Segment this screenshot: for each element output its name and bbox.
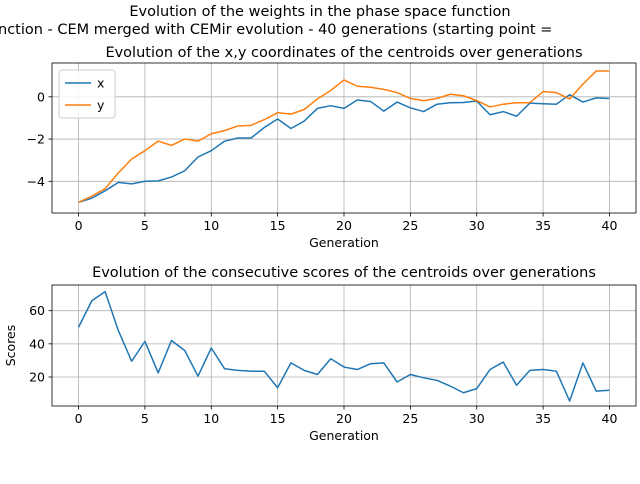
y-axis-label: Scores bbox=[3, 325, 18, 367]
x-tick-label: 10 bbox=[203, 218, 219, 233]
x-tick-label: 25 bbox=[402, 218, 418, 233]
coordinates-subplot: 0 5 10 15 20 25 30 35 40 −4 −2 0 Evolution of the x,… bbox=[27, 45, 637, 250]
y-tick-label: 20 bbox=[29, 369, 45, 384]
x-tick-label: 5 bbox=[141, 218, 149, 233]
y-tick-label: 0 bbox=[37, 89, 45, 104]
legend-box bbox=[58, 69, 116, 119]
x-tick-label: 40 bbox=[602, 411, 618, 426]
y-tick-label: −2 bbox=[27, 132, 45, 147]
series-line-scores bbox=[77, 290, 610, 402]
scores-subplot: 0 5 10 15 20 25 30 35 40 20 40 60 Evolution of the c… bbox=[3, 265, 637, 443]
y-tick-label: −4 bbox=[27, 174, 45, 189]
series-line-y bbox=[78, 70, 610, 204]
x-tick-label: 15 bbox=[270, 218, 286, 233]
x-tick-label: 30 bbox=[469, 411, 485, 426]
x-axis-label: Generation bbox=[309, 428, 379, 443]
x-tick-label: 25 bbox=[402, 411, 418, 426]
figure-suptitle-line-1: Evolution of the weights in the phase sp… bbox=[129, 4, 510, 20]
x-tick-label: 20 bbox=[336, 411, 352, 426]
y-tick-label: 40 bbox=[29, 336, 45, 351]
series-line-x bbox=[78, 93, 610, 204]
y-tick-label: 60 bbox=[29, 303, 45, 318]
x-tick-label: 30 bbox=[469, 218, 485, 233]
figure-suptitle-line-2: nction - CEM merged with CEMir evolution… bbox=[0, 22, 552, 38]
x-tick-label: 0 bbox=[75, 218, 83, 233]
x-axis-label: Generation bbox=[309, 235, 379, 250]
x-tick-label: 5 bbox=[141, 411, 149, 426]
legend-label-y: y bbox=[97, 98, 105, 113]
x-tick-label: 35 bbox=[535, 218, 551, 233]
subplot-title: Evolution of the consecutive scores of t… bbox=[92, 265, 596, 281]
x-tick-label: 0 bbox=[75, 411, 83, 426]
x-tick-label: 10 bbox=[203, 411, 219, 426]
x-tick-label: 15 bbox=[270, 411, 286, 426]
subplot-title: Evolution of the x,y coordinates of the … bbox=[105, 45, 582, 61]
x-tick-label: 35 bbox=[535, 411, 551, 426]
x-tick-label: 20 bbox=[336, 218, 352, 233]
x-tick-label: 40 bbox=[602, 218, 618, 233]
legend: xy bbox=[58, 69, 116, 119]
legend-label-x: x bbox=[97, 76, 104, 91]
